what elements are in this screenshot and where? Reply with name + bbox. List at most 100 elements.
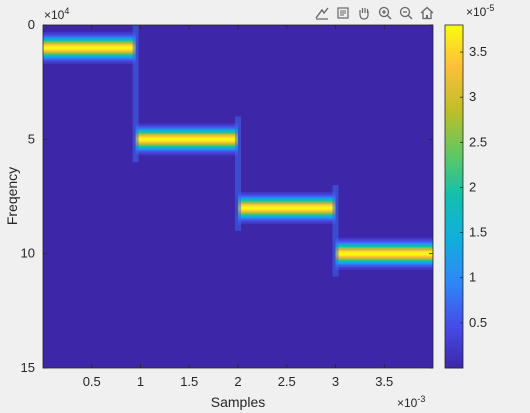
- band-cell: [335, 245, 433, 248]
- colorbar-cell: [445, 56, 463, 62]
- export-button[interactable]: [312, 4, 331, 22]
- colorbar-cell: [445, 132, 463, 138]
- colorbar-tick-label: 3: [469, 89, 476, 104]
- colorbar-cell: [445, 188, 463, 193]
- colorbar-box: [444, 24, 464, 369]
- band-cell: [43, 46, 136, 49]
- colorbar-cell: [445, 196, 463, 201]
- band-cell: [135, 125, 238, 128]
- band-cell: [238, 203, 336, 206]
- band-cell: [335, 248, 433, 250]
- colorbar-cell: [445, 48, 463, 54]
- y-axis-label: Freqency: [4, 167, 20, 225]
- band-cell: [238, 199, 336, 202]
- band-cell: [335, 263, 433, 265]
- colorbar-cell: [445, 296, 463, 301]
- colorbar-cell: [445, 292, 463, 297]
- band-cell: [43, 43, 136, 46]
- colorbar[interactable]: [445, 25, 463, 369]
- colorbar-cell: [445, 208, 463, 213]
- band-cell: [43, 45, 136, 47]
- band-cell: [238, 211, 336, 214]
- colorbar-cell: [445, 276, 463, 281]
- colorbar-cell: [445, 248, 463, 253]
- colorbar-cell: [445, 308, 463, 313]
- band-cell: [135, 152, 238, 155]
- band-cell: [135, 133, 238, 136]
- y-tick-label: 15: [21, 360, 35, 375]
- band-cell: [335, 237, 433, 240]
- transition-smear: [332, 185, 339, 277]
- band-cell: [335, 261, 433, 264]
- band-cell: [238, 197, 336, 199]
- band-cell: [43, 54, 136, 57]
- colorbar-cell: [445, 36, 463, 42]
- pan-button[interactable]: [354, 4, 373, 22]
- colorbar-tick-label: 1: [469, 270, 476, 285]
- band-cell: [135, 128, 238, 131]
- colorbar-cell: [445, 252, 463, 257]
- colorbar-cell: [445, 72, 463, 78]
- band-cell: [43, 34, 136, 37]
- pan-icon: [358, 8, 369, 20]
- zoom-out-button[interactable]: [396, 4, 415, 22]
- colorbar-cell: [445, 160, 463, 165]
- colorbar-cell: [445, 288, 463, 293]
- x-axis-exponent: ×10-3: [397, 394, 425, 410]
- band-cell: [43, 37, 136, 39]
- colorbar-cell: [445, 180, 463, 185]
- band-cell: [238, 193, 336, 195]
- colorbar-cell: [445, 148, 463, 154]
- colorbar-cell: [445, 152, 463, 158]
- colorbar-cell: [445, 280, 463, 285]
- colorbar-cell: [445, 336, 463, 341]
- band-cell: [238, 195, 336, 198]
- band-cell: [43, 49, 136, 51]
- spectrogram-heatmap[interactable]: [43, 25, 433, 368]
- band-cell: [135, 124, 238, 127]
- band-cell: [43, 41, 136, 43]
- colorbar-cell: [445, 272, 463, 277]
- colorbar-cell: [445, 96, 463, 102]
- colorbar-cell: [445, 356, 463, 361]
- band-cell: [335, 265, 433, 268]
- colorbar-cell: [445, 360, 463, 365]
- band-cell: [335, 252, 433, 254]
- colorbar-cell: [445, 200, 463, 205]
- band-cell: [43, 53, 136, 55]
- colorbar-cell: [445, 156, 463, 162]
- band-cell: [43, 42, 136, 45]
- band-cell: [335, 238, 433, 241]
- band-cell: [43, 51, 136, 54]
- colorbar-cell: [445, 352, 463, 357]
- y-tick-label: 0: [28, 17, 35, 32]
- x-exponent-power: -3: [417, 394, 425, 404]
- band-cell: [335, 250, 433, 253]
- colorbar-cell: [445, 144, 463, 150]
- band-cell: [135, 140, 238, 143]
- colorbar-cell: [445, 300, 463, 305]
- colorbar-cell: [445, 128, 463, 134]
- brush-button[interactable]: [333, 4, 352, 22]
- x-tick-label: 1: [137, 374, 144, 389]
- colorbar-cell: [445, 192, 463, 197]
- band-cell: [238, 205, 336, 207]
- colorbar-cell: [445, 44, 463, 50]
- zoom-in-button[interactable]: [375, 4, 394, 22]
- band-cell: [135, 143, 238, 145]
- colorbar-exponent: ×10-5: [466, 3, 494, 19]
- colorbar-cell: [445, 60, 463, 66]
- band-cell: [238, 214, 336, 217]
- band-cell: [43, 61, 136, 63]
- colorbar-cell: [445, 76, 463, 82]
- colorbar-cell: [445, 32, 463, 38]
- axes-toolbar: [312, 4, 436, 22]
- x-axis-label: Samples: [211, 394, 265, 410]
- home-button[interactable]: [417, 4, 436, 22]
- band-cell: [335, 264, 433, 266]
- band-cell: [335, 241, 433, 244]
- band-cell: [43, 39, 136, 42]
- colorbar-cell: [445, 340, 463, 345]
- band-segment-2: [135, 123, 238, 156]
